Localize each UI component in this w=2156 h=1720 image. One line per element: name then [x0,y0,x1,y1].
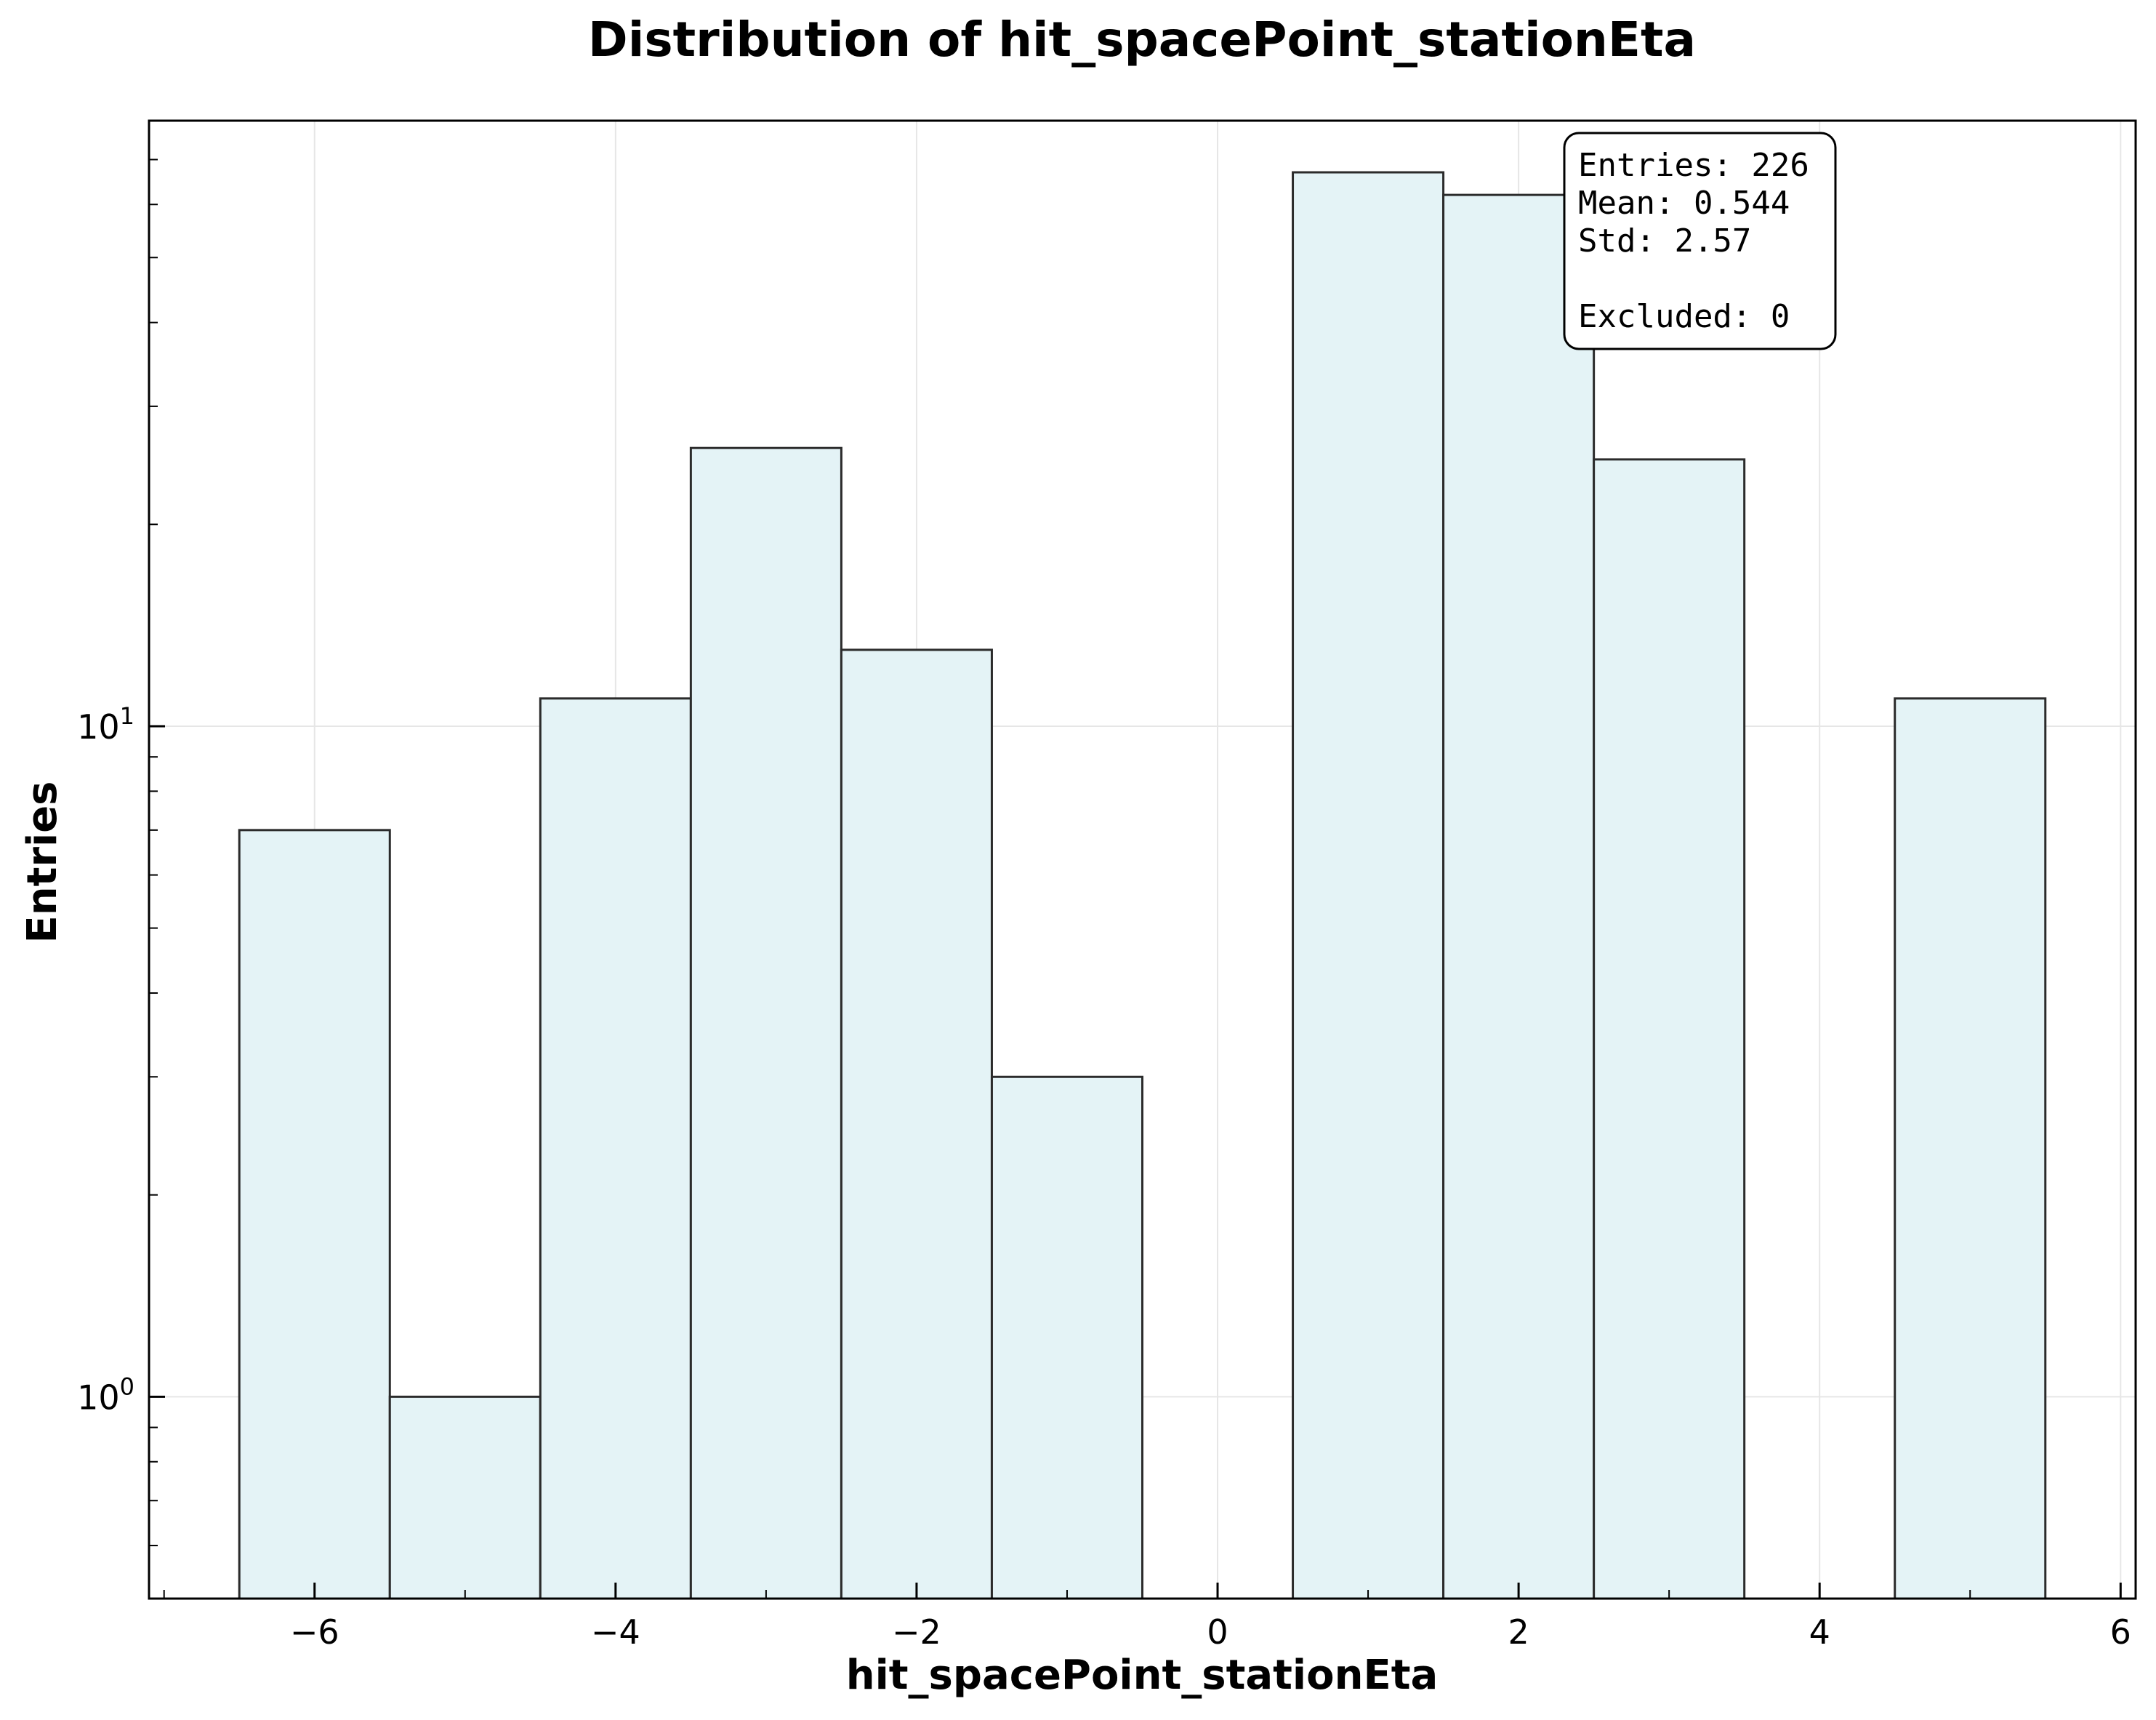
histogram-bar [238,829,391,1600]
histogram-bar [388,1395,542,1600]
histogram-bar [1593,458,1746,1600]
stats-box: Entries: 226 Mean: 0.544 Std: 2.57 Exclu… [1563,132,1837,350]
histogram-bar [1442,193,1596,1600]
stats-box-frame [1563,132,1837,350]
x-tick-label: −6 [290,1612,339,1652]
x-tick-label: 0 [1207,1612,1228,1652]
x-axis-ticks: −6 −4 −2 0 2 4 6 [163,1583,2131,1652]
histogram-bar [990,1075,1144,1600]
histogram-bar [1292,171,1445,1600]
histogram-bars [238,171,2047,1600]
y-tick-label: 100 [77,1373,134,1417]
stats-mean: Mean: 0.544 [1578,185,1790,222]
x-axis-label: hit_spacePoint_stationEta [846,1652,1439,1699]
y-axis-label: Entries [19,781,66,943]
chart-title: Distribution of hit_spacePoint_stationEt… [588,12,1696,68]
y-tick-label: 101 [77,702,134,747]
stats-entries: Entries: 226 [1578,147,1809,184]
histogram-bar [840,648,993,1600]
stats-std: Std: 2.57 [1578,222,1751,260]
y-axis-ticks: 100 101 [77,158,165,1546]
plot-frame [148,119,2137,1600]
x-tick-label: 6 [2110,1612,2131,1652]
x-tick-label: −2 [892,1612,941,1652]
x-tick-label: 4 [1809,1612,1830,1652]
x-tick-label: 2 [1508,1612,1529,1652]
histogram-bar [1894,697,2047,1600]
x-tick-label: −4 [591,1612,640,1652]
histogram-bar [539,697,692,1600]
stats-excluded: Excluded: 0 [1578,298,1790,335]
histogram-bar [689,446,842,1600]
